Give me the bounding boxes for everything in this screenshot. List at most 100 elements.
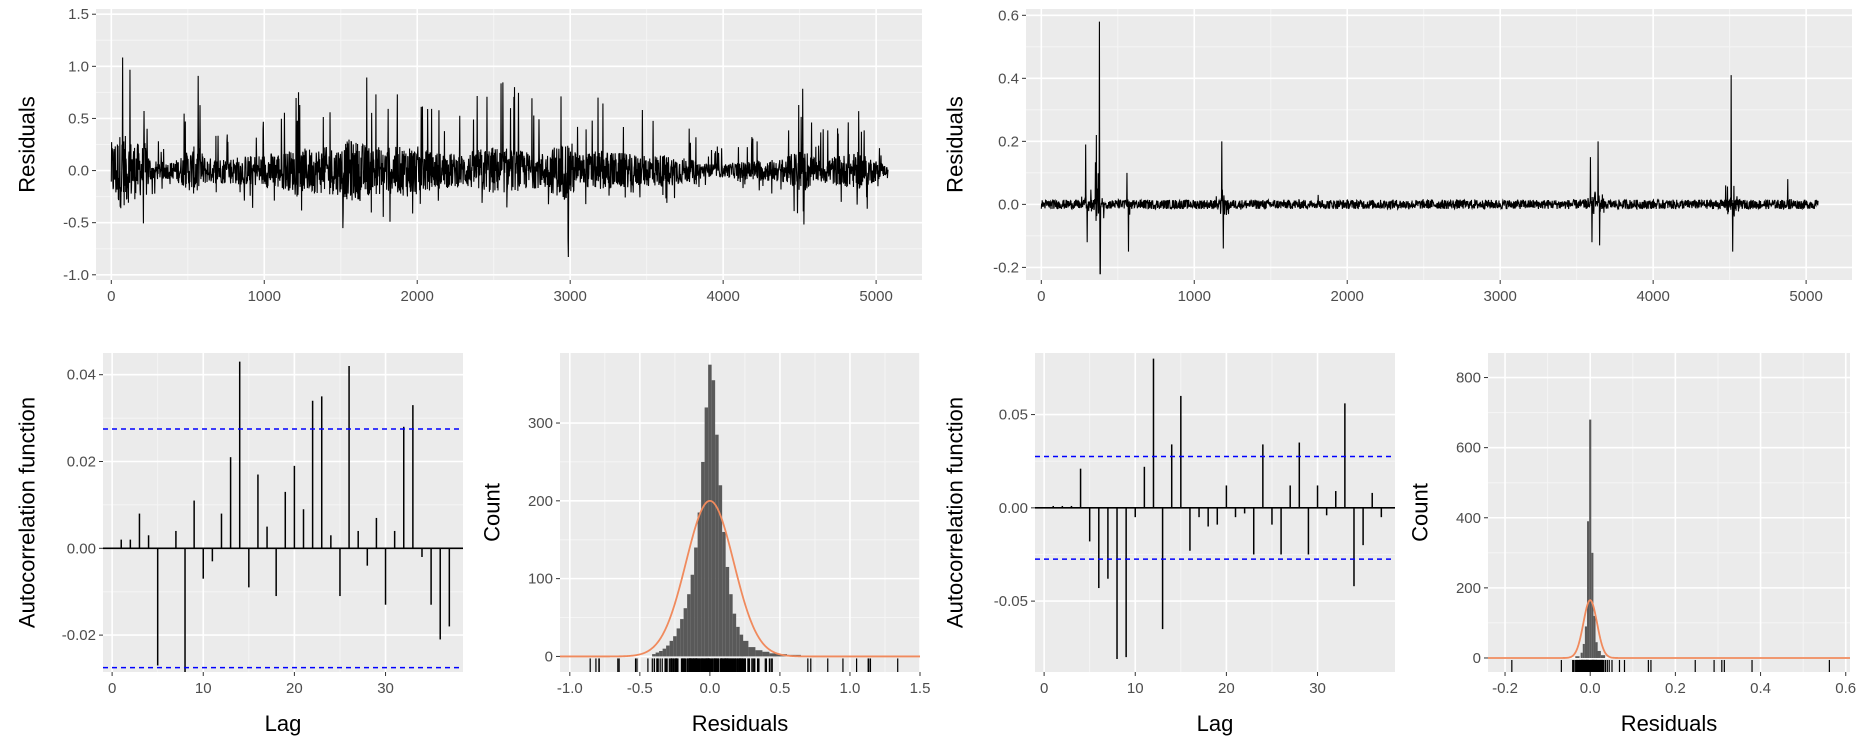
y-tick-label: 1.0 [68, 58, 89, 75]
x-tick-label: -0.2 [1492, 680, 1518, 697]
y-tick-label: 0.05 [999, 407, 1028, 424]
x-tick-label: -1.0 [557, 680, 583, 697]
histogram-bar [736, 626, 740, 657]
y-tick-label: 0 [545, 648, 553, 665]
ts-right-panel: -0.2 0.0 0.2 0.4 0.6 0 1000 2000 3000 4000 5000 Res… [943, 7, 1852, 305]
residual-series-line [110, 57, 889, 257]
x-axis-title: Lag [1197, 711, 1234, 736]
x-tick-label: 1.0 [840, 680, 861, 697]
histogram-bar [1589, 419, 1592, 658]
hist-left-panel: 0 100 200 300 -1.0 -0.5 0.0 0.5 1.0 1.5 Count Resid… [480, 353, 931, 736]
y-tick-label: 1.5 [68, 6, 89, 23]
y-tick-label: -0.2 [993, 259, 1019, 276]
x-tick-label: 5000 [1789, 288, 1822, 305]
y-tick-label: 300 [528, 415, 553, 432]
y-tick-label: -0.02 [62, 627, 96, 644]
y-tick-label: 0.02 [67, 454, 96, 471]
histogram-bar [1596, 650, 1601, 658]
histogram-bar [732, 613, 737, 657]
y-tick-label: 0.00 [999, 500, 1028, 517]
y-tick-label: 0.6 [998, 7, 1019, 24]
histogram-bar [711, 380, 716, 657]
plot-background [560, 353, 920, 672]
histogram-bar [683, 608, 688, 657]
histogram-bar [722, 531, 726, 657]
histogram-bar [729, 594, 733, 657]
plot-area [1035, 358, 1395, 659]
x-tick-label: 1000 [248, 288, 281, 305]
y-tick-label: 0.0 [68, 163, 89, 180]
y-tick-label: 0 [1473, 650, 1481, 667]
histogram-bar [704, 407, 709, 657]
hist-right-panel: 0 200 400 600 800 -0.2 0.0 0.2 0.4 0.6 Count Residu… [1408, 353, 1856, 736]
x-axis-title: Residuals [692, 711, 789, 736]
x-tick-label: 0.0 [1580, 680, 1601, 697]
histogram-bar [694, 547, 698, 657]
y-tick-label: 200 [528, 493, 553, 510]
histogram-bar [762, 651, 770, 657]
y-tick-label: -0.05 [994, 593, 1028, 610]
y-tick-label: 0.04 [67, 367, 96, 384]
y-axis-title: Residuals [15, 96, 40, 193]
y-tick-label: 200 [1456, 580, 1481, 597]
y-tick-label: -0.5 [63, 215, 89, 232]
normal-density-curve [560, 499, 920, 658]
histogram-bar [666, 645, 670, 657]
histogram-bar [669, 640, 674, 657]
histogram-bar [715, 434, 719, 657]
histogram-bar [1580, 652, 1583, 658]
y-tick-label: 0.5 [68, 110, 89, 127]
histogram-bar [687, 594, 691, 657]
plot-area [1488, 419, 1850, 672]
x-tick-label: 2000 [401, 288, 434, 305]
x-tick-label: 5000 [859, 288, 892, 305]
x-tick-label: 30 [1309, 680, 1326, 697]
x-axis-title: Lag [265, 711, 302, 736]
plot-background [1026, 9, 1852, 280]
y-tick-label: 100 [528, 571, 553, 588]
x-tick-label: 0 [107, 288, 115, 305]
y-tick-label: 0.0 [998, 196, 1019, 213]
y-tick-label: 0.2 [998, 133, 1019, 150]
histogram-bar [659, 650, 663, 657]
y-axis-title: Autocorrelation function [943, 397, 968, 628]
histogram-bar [652, 654, 656, 657]
x-tick-label: 1.5 [910, 680, 931, 697]
x-tick-label: 0.0 [699, 680, 720, 697]
histogram-bar [725, 566, 730, 657]
x-tick-label: 0 [1037, 288, 1045, 305]
plot-background [103, 353, 463, 672]
y-axis-title: Count [480, 483, 505, 542]
x-tick-label: 20 [286, 680, 303, 697]
x-tick-label: 20 [1218, 680, 1235, 697]
y-tick-label: 0.00 [67, 540, 96, 557]
x-tick-label: 4000 [706, 288, 739, 305]
histogram-bar [690, 574, 695, 657]
plot-area [103, 361, 463, 672]
y-axis-title: Count [1408, 483, 1433, 542]
y-tick-label: 800 [1456, 370, 1481, 387]
x-tick-label: 4000 [1636, 288, 1669, 305]
histogram-bar [1593, 615, 1596, 658]
x-tick-label: 2000 [1331, 288, 1364, 305]
y-tick-label: -1.0 [63, 267, 89, 284]
histogram-bar [701, 461, 705, 657]
x-tick-label: 0 [1040, 680, 1048, 697]
histogram-bar [718, 485, 723, 657]
x-tick-label: 1000 [1178, 288, 1211, 305]
plot-area [560, 364, 920, 672]
histogram-bar [741, 640, 749, 657]
histogram-bar [1582, 643, 1585, 658]
histogram-bar [697, 512, 702, 657]
histogram-bar [680, 619, 684, 657]
x-axis-title: Residuals [1621, 711, 1718, 736]
plot-area [1040, 21, 1819, 275]
histogram-bar [755, 650, 763, 657]
x-tick-label: 0 [108, 680, 116, 697]
plot-background [1488, 353, 1850, 672]
histogram-bar [1584, 626, 1588, 658]
acf-right-panel: -0.05 0.00 0.05 0 10 20 30 Autocorrelation func… [943, 353, 1395, 736]
histogram-bar [1575, 656, 1580, 658]
x-tick-label: 3000 [1483, 288, 1516, 305]
histogram-bar [748, 647, 756, 657]
